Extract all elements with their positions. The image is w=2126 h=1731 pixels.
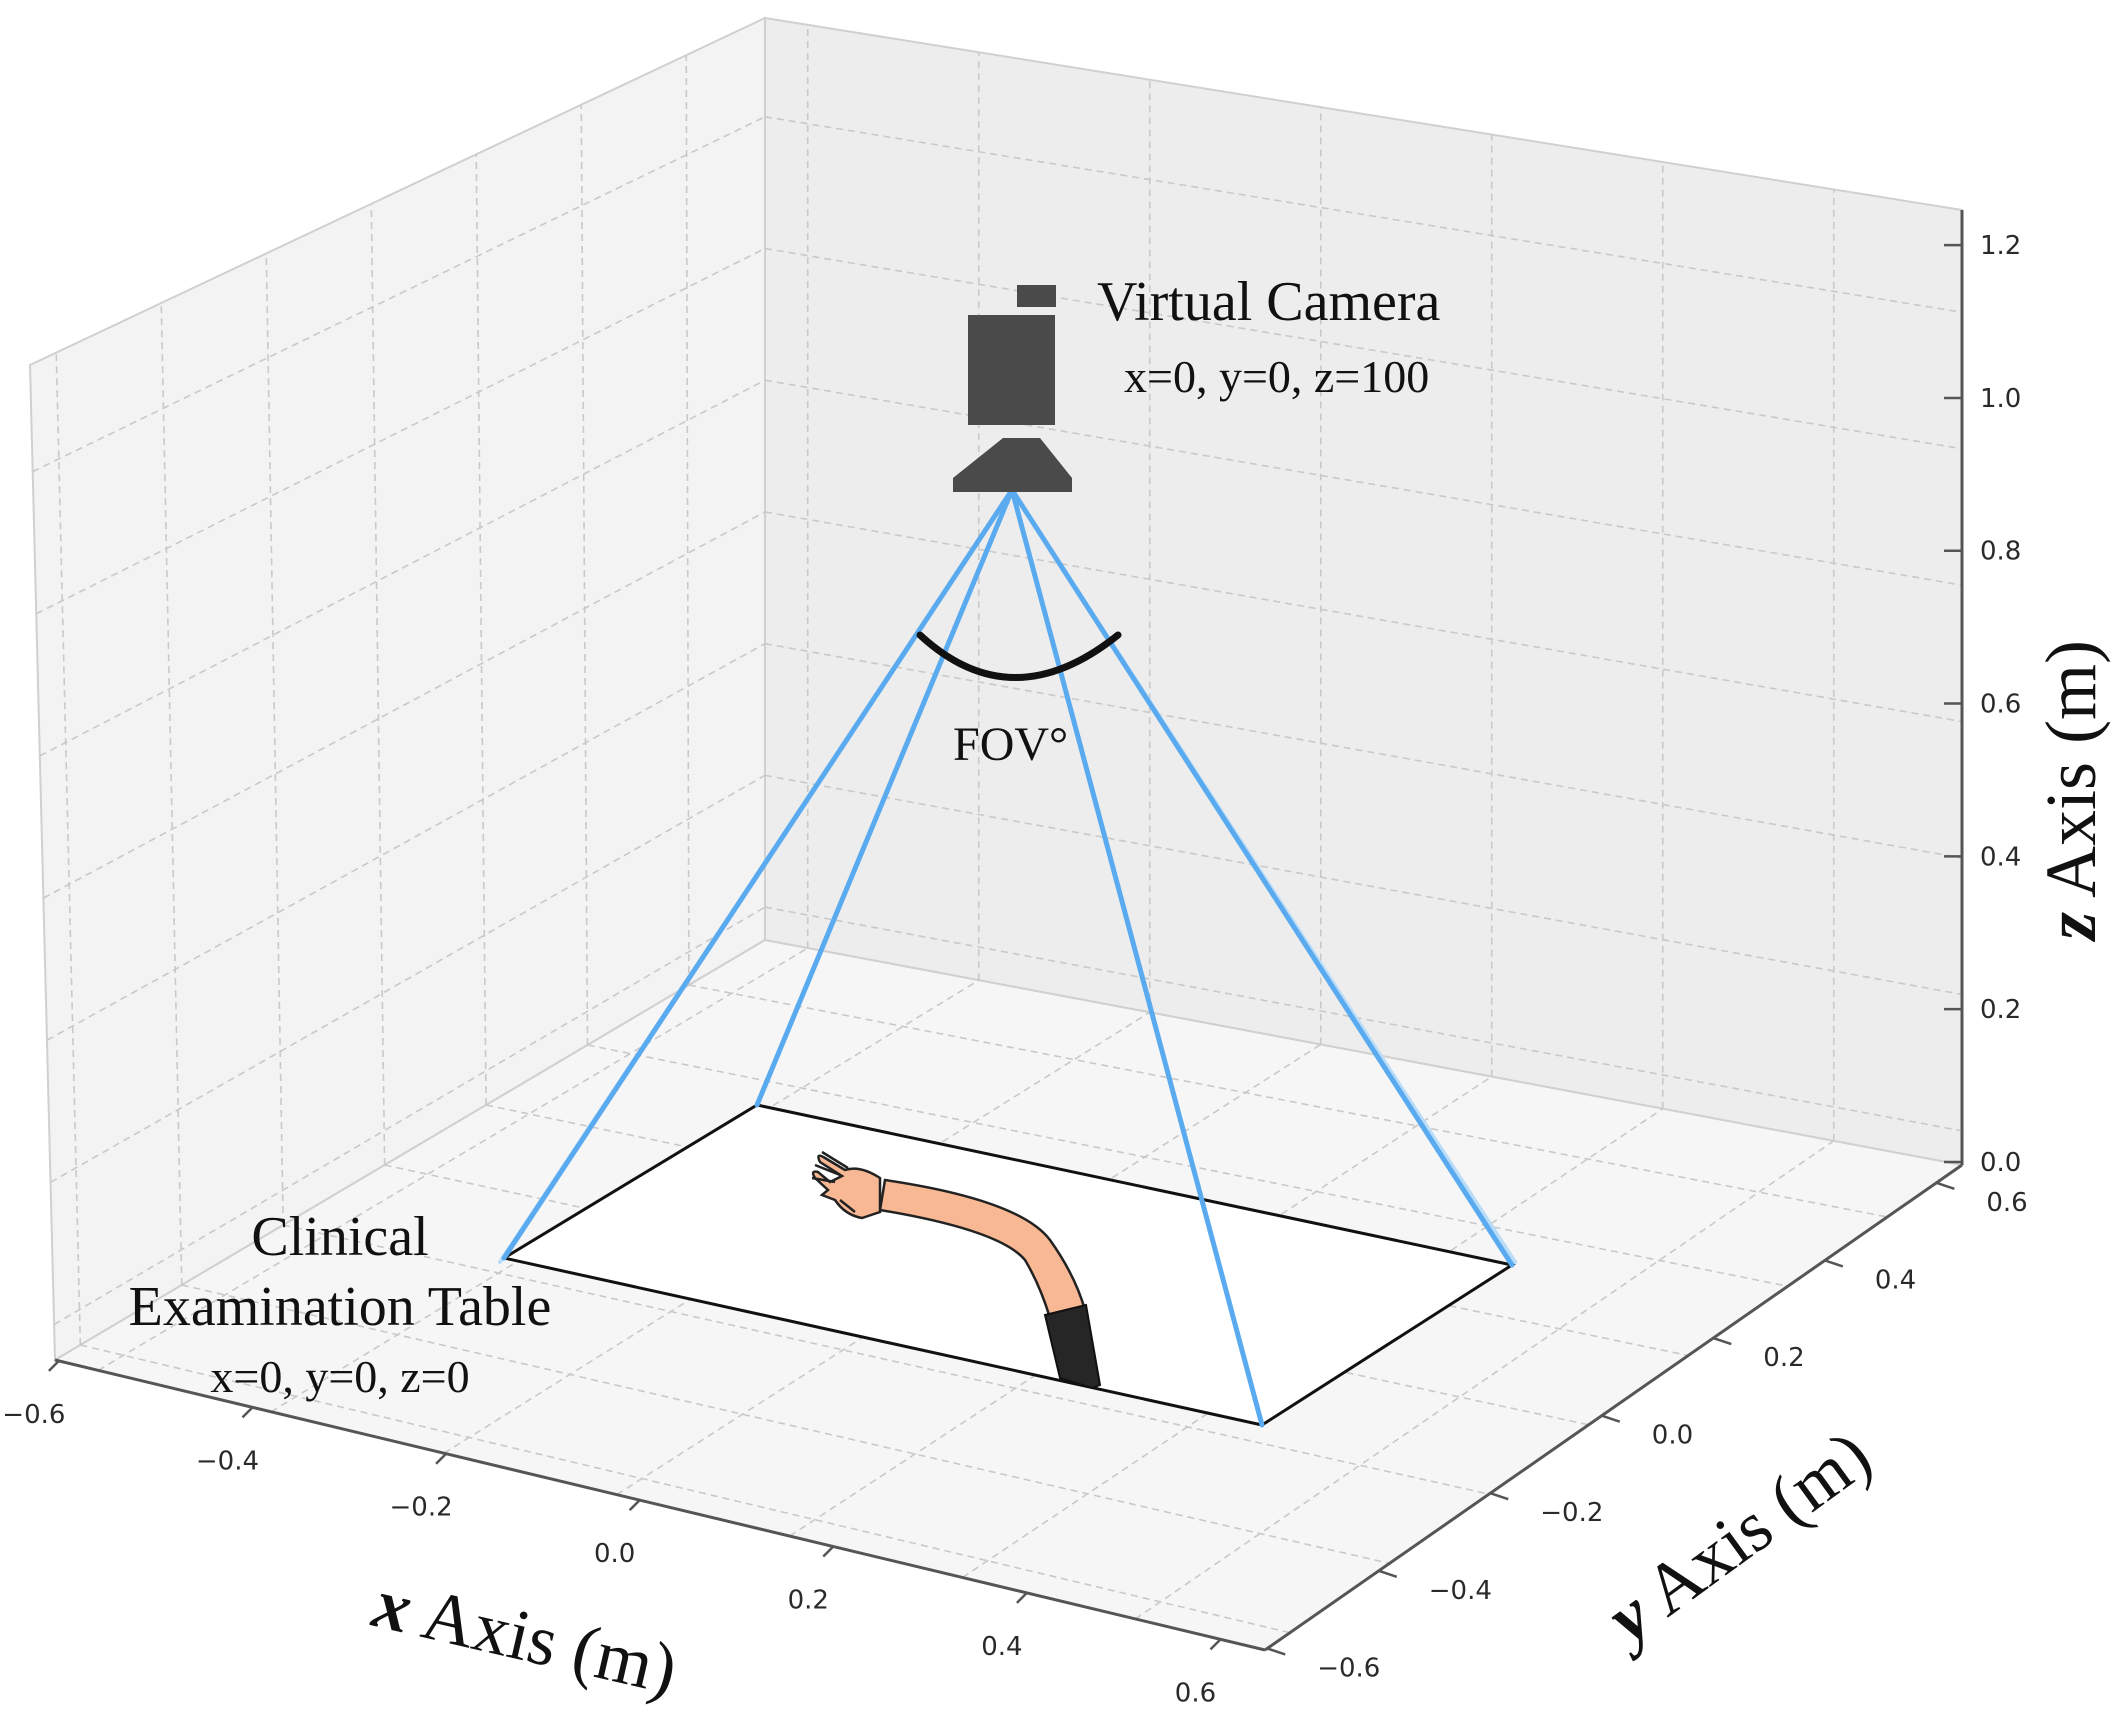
y-tick-label: −0.4 — [1429, 1576, 1492, 1606]
z-axis-letter: z — [2031, 912, 2111, 943]
floor-grid-line — [97, 947, 809, 1372]
floor-grid-line — [443, 1011, 1151, 1454]
camera-top-block — [1017, 285, 1056, 307]
left-pane-grid-line — [35, 247, 766, 615]
x-axis-title: x Axis (m) — [365, 1562, 684, 1709]
frustum-line-front-left — [501, 487, 1015, 1261]
y-tick-label: 0.0 — [1652, 1421, 1693, 1451]
left-pane-grid-line — [370, 203, 386, 1166]
right-pane-grid-line — [764, 511, 1963, 723]
floor-grid-line — [80, 1344, 1291, 1634]
x-tick-label: 0.2 — [788, 1586, 829, 1616]
left-pane-grid-line — [55, 352, 82, 1346]
camera-title: Virtual Camera — [1097, 271, 1441, 333]
x-tick-label: −0.4 — [196, 1446, 259, 1476]
y-tick-label: −0.6 — [1317, 1653, 1380, 1683]
right-pane-grid-line — [764, 115, 1963, 314]
left-pane-grid-line — [265, 253, 285, 1226]
x-tick-label: 0.4 — [981, 1632, 1022, 1662]
fov-label: FOV° — [953, 718, 1068, 771]
hand — [811, 1154, 882, 1220]
arm-illustration — [811, 1150, 1102, 1390]
y-tick-label: 0.2 — [1763, 1343, 1804, 1373]
x-tick-mark — [241, 1406, 254, 1419]
x-tick-mark — [1209, 1638, 1222, 1651]
sleeve — [1043, 1303, 1102, 1390]
fov-arc — [916, 631, 1122, 681]
y-tick-mark — [1601, 1414, 1621, 1423]
floor-grid-line — [789, 1075, 1493, 1537]
z-tick-label: 0.4 — [1980, 842, 2021, 872]
x-tick-mark — [1015, 1592, 1028, 1604]
x-axis-label: Axis (m) — [401, 1571, 684, 1710]
floor-grid-line — [616, 1043, 1322, 1496]
right-pane-grid-line — [764, 906, 1963, 1132]
x-tick-label: 0.0 — [594, 1539, 635, 1569]
x-tick-mark — [822, 1545, 835, 1558]
x-tick-mark — [47, 1360, 60, 1372]
z-tick-label: 0.8 — [1980, 537, 2021, 567]
left-pane-grid-line — [39, 379, 766, 757]
right-pane-grid-line — [764, 774, 1963, 996]
left-pane-grid-line — [160, 303, 183, 1286]
left-pane-grid-line — [53, 906, 766, 1326]
floor-grid-line — [1134, 1140, 1835, 1620]
frustum-line-back-left — [754, 487, 1015, 1108]
left-pane-grid-line — [685, 55, 690, 986]
y-tick-mark — [1712, 1336, 1732, 1346]
table-coords: x=0, y=0, z=0 — [210, 1351, 469, 1402]
floor-grid-line — [587, 1044, 1788, 1288]
z-axis-label: Axis (m) — [2031, 640, 2111, 912]
right-pane-grid-line — [764, 642, 1963, 859]
y-tick-label: 0.6 — [1986, 1188, 2027, 1218]
y-tick-label: 0.4 — [1875, 1265, 1916, 1295]
camera-icon — [953, 285, 1072, 492]
y-tick-mark — [1266, 1647, 1286, 1656]
y-tick-mark — [1935, 1181, 1955, 1191]
axis-spines — [54, 210, 1964, 1652]
camera-body — [968, 315, 1055, 425]
tick-marks: −0.6 −0.4 −0.2 0.0 0.2 0.4 0.6 −0.6 −0.4 −0.2 0.0 0… — [2, 231, 2027, 1708]
z-axis-title: z Axis (m) — [2031, 640, 2111, 943]
floor-grid-line — [283, 1224, 1490, 1495]
x-axis-line — [54, 1358, 1266, 1652]
back-panes — [28, 16, 1965, 1652]
left-pane-grid-line — [43, 511, 766, 899]
y-tick-label: −0.2 — [1540, 1498, 1603, 1528]
x-tick-mark — [628, 1499, 641, 1512]
camera-lens — [953, 438, 1072, 492]
x-tick-label: −0.6 — [2, 1400, 65, 1430]
camera-coords: x=0, y=0, z=100 — [1124, 351, 1429, 402]
frustum-line-front-right — [1009, 487, 1515, 1268]
x-tick-mark — [435, 1452, 447, 1465]
right-pane-grid-line — [764, 247, 1963, 450]
z-tick-label: 1.2 — [1980, 231, 2021, 261]
y-axis-title: y Axis (m) — [1586, 1415, 1885, 1663]
left-pane-grid-line — [475, 154, 487, 1106]
x-tick-label: 0.6 — [1175, 1678, 1216, 1708]
table-title-line1: Clinical — [251, 1206, 428, 1268]
right-pane-grid-line — [764, 379, 1963, 586]
left-pane-grid-line — [580, 104, 589, 1046]
fingers — [811, 1150, 856, 1213]
x-tick-label: −0.2 — [390, 1493, 453, 1523]
z-tick-label: 0.2 — [1980, 995, 2021, 1025]
y-tick-mark — [1824, 1259, 1844, 1268]
y-tick-mark — [1378, 1569, 1398, 1579]
z-tick-label: 1.0 — [1980, 384, 2021, 414]
left-pane-grid-line — [50, 774, 766, 1184]
z-tick-label: 0.0 — [1980, 1148, 2021, 1178]
frustum-line-back-right — [1009, 487, 1265, 1428]
left-pane-grid-line — [32, 116, 766, 473]
left-pane-grid-line — [46, 642, 766, 1041]
table-title-line2: Examination Table — [129, 1276, 552, 1338]
y-axis-line — [1264, 1163, 1963, 1652]
floor-grid-line — [181, 1284, 1390, 1565]
y-tick-mark — [1489, 1492, 1509, 1501]
z-tick-label: 0.6 — [1980, 690, 2021, 720]
camera-frustum — [498, 487, 1517, 1428]
